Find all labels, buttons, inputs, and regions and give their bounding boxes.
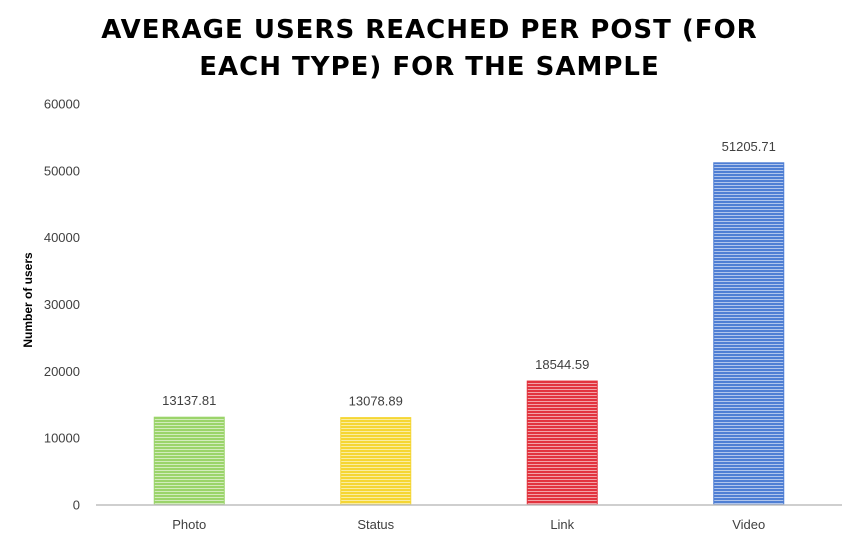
bar-link [526,380,598,506]
x-category-label: Status [357,517,394,532]
y-tick-label: 30000 [44,297,80,312]
x-category-label: Video [732,517,765,532]
data-label-video: 51205.71 [722,139,776,154]
x-category-label: Photo [172,517,206,532]
y-tick-label: 10000 [44,431,80,446]
y-tick-label: 60000 [44,97,80,112]
bar-video [713,162,785,506]
bar-photo [153,416,225,506]
chart-title: AVERAGE USERS REACHED PER POST (FOR EACH… [101,15,758,82]
data-label-photo: 13137.81 [162,393,216,408]
y-axis-title: Number of users [21,252,35,348]
y-tick-label: 50000 [44,163,80,178]
data-label-link: 18544.59 [535,357,589,372]
data-label-status: 13078.89 [349,394,403,409]
x-category-label: Link [550,517,574,532]
y-tick-label: 20000 [44,364,80,379]
y-tick-label: 0 [73,498,80,513]
y-tick-label: 40000 [44,230,80,245]
bar-status [340,417,412,506]
